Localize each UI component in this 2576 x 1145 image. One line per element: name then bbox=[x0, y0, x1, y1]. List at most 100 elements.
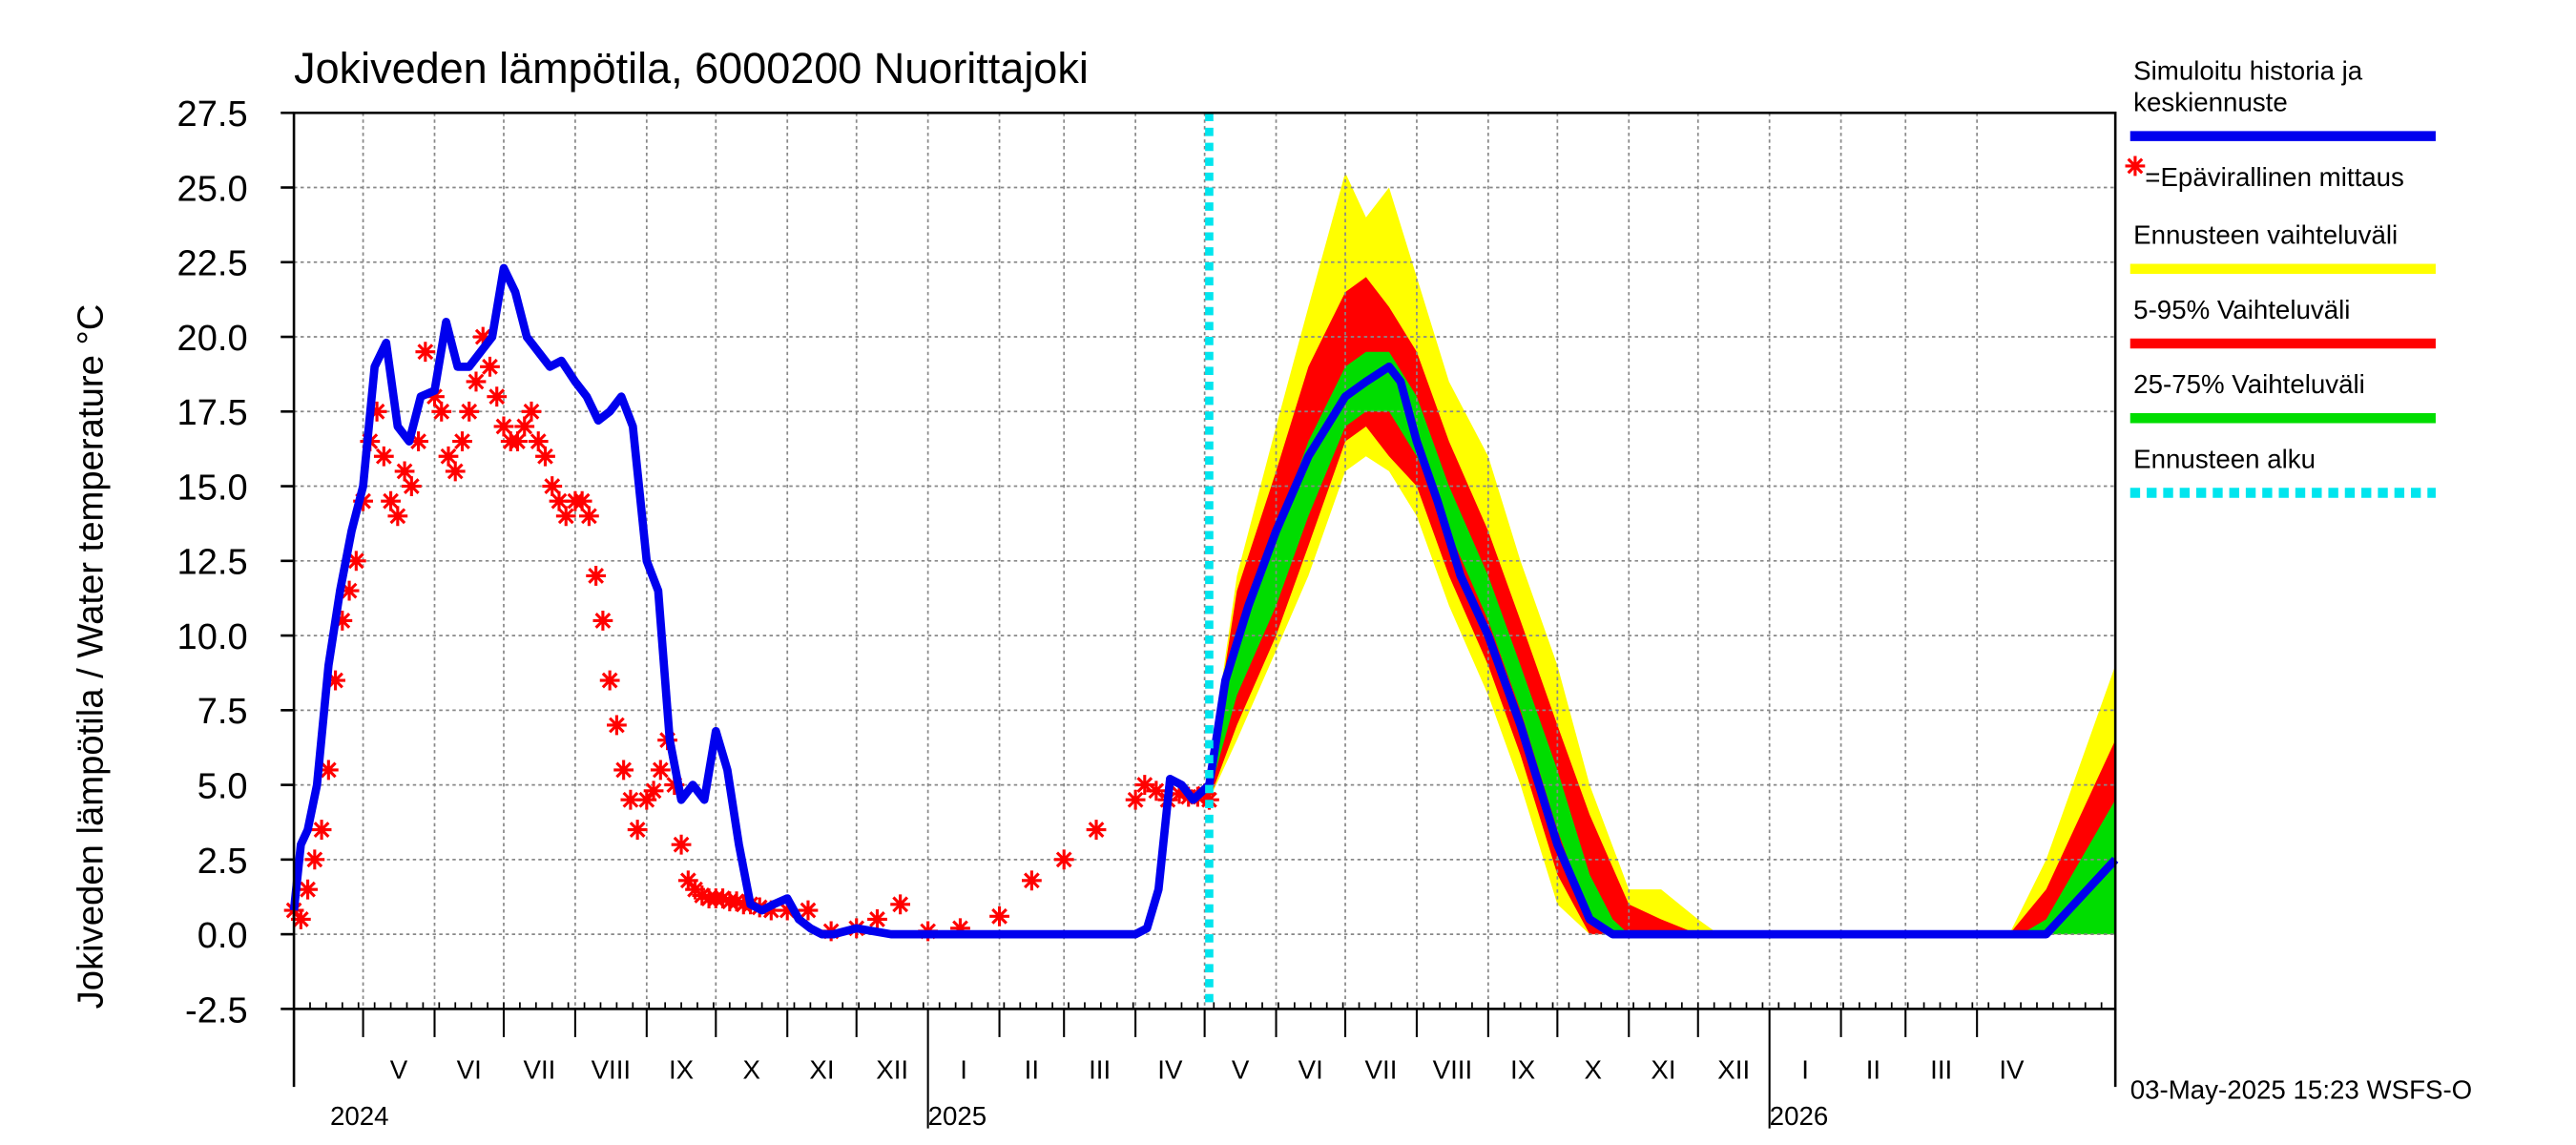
measurement-point bbox=[1146, 781, 1167, 802]
legend-label: =Epävirallinen mittaus bbox=[2145, 162, 2404, 192]
legend-label: Ennusteen vaihteluväli bbox=[2133, 220, 2398, 250]
measurement-point bbox=[438, 446, 459, 467]
measurement-point bbox=[431, 401, 452, 422]
measurement-point bbox=[339, 580, 360, 601]
measurement-point bbox=[726, 891, 747, 912]
measurement-point bbox=[571, 490, 592, 511]
x-labels: V VI VII VIII IX X XI XII I II III IV V VI VII VIII IX X X… bbox=[330, 1054, 2025, 1131]
y-tick-label: 2.5 bbox=[197, 841, 248, 882]
measurement-point bbox=[445, 461, 466, 482]
simulated-line bbox=[289, 263, 2119, 939]
measurement-point bbox=[408, 431, 428, 452]
month-label: VIII bbox=[1433, 1054, 1473, 1084]
measurement-point bbox=[387, 506, 408, 527]
month-label: IX bbox=[669, 1054, 694, 1084]
legend-label: 25-75% Vaihteluväli bbox=[2133, 369, 2365, 399]
measurement-point bbox=[304, 849, 325, 870]
measurement-point bbox=[636, 789, 657, 810]
measurement-point bbox=[298, 879, 318, 900]
measurement-point bbox=[381, 490, 401, 511]
legend-asterisk bbox=[2125, 156, 2146, 177]
month-label: VII bbox=[524, 1054, 556, 1084]
measurement-point bbox=[798, 900, 819, 921]
legend-label: keskiennuste bbox=[2133, 87, 2288, 116]
y-tick-label: 12.5 bbox=[177, 542, 248, 583]
month-label: XII bbox=[1717, 1054, 1750, 1084]
measurement-point bbox=[394, 461, 415, 482]
measurement-point bbox=[480, 356, 500, 377]
chart-title: Jokiveden lämpötila, 6000200 Nuorittajok… bbox=[294, 44, 1089, 93]
measurement-point bbox=[643, 781, 664, 802]
measurement-point bbox=[415, 342, 436, 363]
measurement-point bbox=[332, 610, 353, 631]
measurement-point bbox=[586, 566, 607, 586]
measurement-point bbox=[373, 446, 394, 467]
measurement-point bbox=[472, 326, 493, 347]
measurement-point bbox=[1125, 789, 1146, 810]
measurement-point bbox=[1021, 870, 1042, 891]
month-label: III bbox=[1930, 1054, 1952, 1084]
month-label: VI bbox=[457, 1054, 482, 1084]
measurement-point bbox=[549, 490, 570, 511]
month-label: II bbox=[1025, 1054, 1039, 1084]
month-label: IV bbox=[1157, 1054, 1183, 1084]
measurement-point bbox=[760, 900, 781, 921]
month-label: I bbox=[960, 1054, 967, 1084]
measurement-point bbox=[555, 506, 576, 527]
measurement-point bbox=[345, 551, 366, 572]
measurement-point bbox=[452, 431, 472, 452]
measurement-point bbox=[677, 870, 698, 891]
measurement-point bbox=[1086, 820, 1107, 840]
measurement-point bbox=[607, 715, 627, 736]
month-label: VI bbox=[1298, 1054, 1323, 1084]
y-tick-label: 25.0 bbox=[177, 168, 248, 209]
measurement-point bbox=[890, 894, 911, 915]
legend-label: Ennusteen alku bbox=[2133, 444, 2316, 473]
y-tick-label: 27.5 bbox=[177, 94, 248, 135]
measurement-point bbox=[493, 416, 514, 437]
measurement-point bbox=[613, 760, 634, 781]
month-label: III bbox=[1089, 1054, 1111, 1084]
measurement-point bbox=[599, 670, 620, 691]
month-label: XI bbox=[809, 1054, 834, 1084]
month-label: V bbox=[1232, 1054, 1250, 1084]
year-label: 2024 bbox=[330, 1101, 389, 1131]
month-label: IX bbox=[1510, 1054, 1535, 1084]
band-0 bbox=[1209, 172, 2116, 935]
month-label: I bbox=[1801, 1054, 1809, 1084]
measurement-point bbox=[542, 476, 563, 496]
month-label: V bbox=[390, 1054, 408, 1084]
measurement-point bbox=[459, 401, 480, 422]
measurement-point bbox=[713, 888, 733, 908]
y-tick-label: 0.0 bbox=[197, 915, 248, 956]
y-tick-label: 22.5 bbox=[177, 243, 248, 284]
month-label: X bbox=[743, 1054, 760, 1084]
y-tick-label: 15.0 bbox=[177, 467, 248, 508]
measurement-point bbox=[325, 670, 345, 691]
y-ticks: 27.5 25.0 22.5 20.0 17.5 15.0 12.5 10.0 7.5 5.0 2.… bbox=[177, 94, 295, 1030]
measurement-point bbox=[777, 900, 798, 921]
measurement-point bbox=[671, 834, 692, 855]
y-tick-label: -2.5 bbox=[185, 989, 248, 1030]
measurement-point bbox=[466, 371, 487, 392]
measurement-point bbox=[579, 506, 599, 527]
measurement-point bbox=[514, 416, 535, 437]
measurement-point bbox=[366, 401, 387, 422]
year-label: 2026 bbox=[1770, 1101, 1829, 1131]
measurement-point bbox=[989, 906, 1009, 926]
y-tick-label: 20.0 bbox=[177, 318, 248, 359]
y-tick-label: 17.5 bbox=[177, 392, 248, 433]
measurement-point bbox=[508, 431, 528, 452]
measurement-point bbox=[1053, 849, 1074, 870]
band-1 bbox=[1209, 277, 2116, 935]
measurement-point bbox=[1169, 783, 1190, 804]
measurement-point bbox=[620, 789, 641, 810]
legend-label: Simuloitu historia ja bbox=[2133, 55, 2363, 85]
y-tick-label: 10.0 bbox=[177, 616, 248, 657]
legend-label: 5-95% Vaihteluväli bbox=[2133, 295, 2350, 324]
timestamp: 03-May-2025 15:23 WSFS-O bbox=[2130, 1074, 2472, 1104]
series-layer bbox=[283, 113, 2119, 1010]
measurement-point bbox=[650, 760, 671, 781]
y-axis-label: Jokiveden lämpötila / Water temperature … bbox=[70, 304, 111, 1010]
